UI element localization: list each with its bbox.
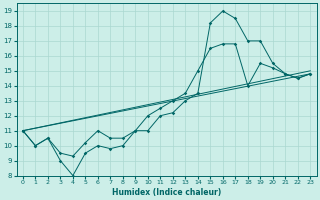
X-axis label: Humidex (Indice chaleur): Humidex (Indice chaleur) xyxy=(112,188,221,197)
